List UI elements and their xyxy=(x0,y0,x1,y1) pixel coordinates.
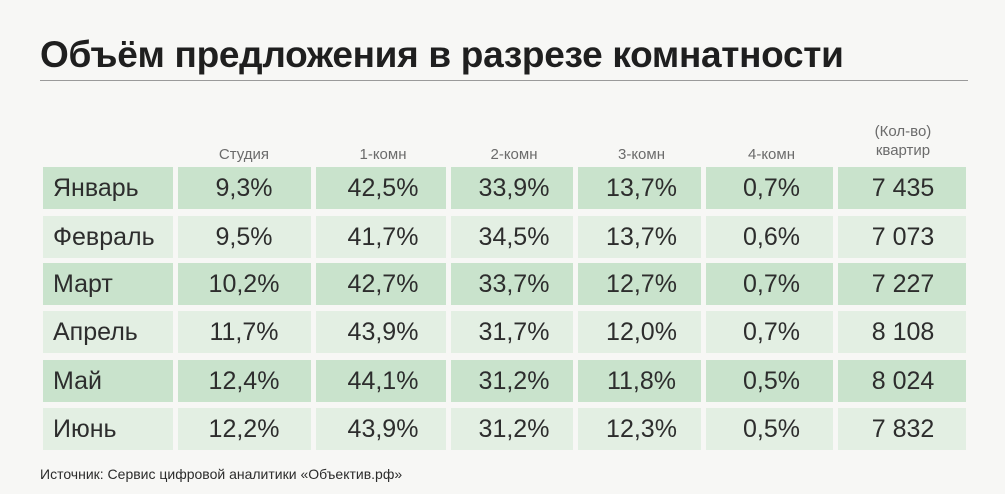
column-header: Студия xyxy=(218,146,270,163)
table-cell: 43,9% xyxy=(347,318,419,346)
table-cell: 8 024 xyxy=(871,367,935,395)
cell-separator xyxy=(311,408,316,450)
table-cell: 7 435 xyxy=(871,174,935,202)
page-title: Объём предложения в разрезе комнатности xyxy=(40,34,844,75)
table-cell: 7 832 xyxy=(871,415,935,443)
cell-separator xyxy=(446,167,451,209)
row-month-label: Февраль xyxy=(53,223,155,251)
cell-separator xyxy=(833,311,838,353)
table-cell: 9,5% xyxy=(215,223,273,251)
cell-separator xyxy=(573,360,578,402)
table-cell: 0,7% xyxy=(743,174,800,202)
cell-separator xyxy=(573,263,578,305)
table-cell: 44,1% xyxy=(347,367,419,395)
table-cell: 31,2% xyxy=(478,415,550,443)
table-cell: 13,7% xyxy=(606,174,677,202)
cell-separator xyxy=(173,311,178,353)
source-note: Источник: Сервис цифровой аналитики «Объ… xyxy=(40,466,403,482)
cell-separator xyxy=(833,408,838,450)
cell-separator xyxy=(311,360,316,402)
row-month-label: Январь xyxy=(53,174,139,202)
table-cell: 31,2% xyxy=(478,367,550,395)
table-cell: 43,9% xyxy=(347,415,419,443)
table-cell: 11,7% xyxy=(209,318,279,346)
column-header-count-line2: квартир xyxy=(875,142,931,159)
table-cell: 34,5% xyxy=(478,223,550,251)
cell-separator xyxy=(446,263,451,305)
table-cell: 0,6% xyxy=(743,223,800,251)
table-cell: 33,7% xyxy=(478,270,550,298)
cell-separator xyxy=(833,263,838,305)
row-month-label: Апрель xyxy=(53,318,138,346)
row-month-label: Июнь xyxy=(53,415,117,443)
table-cell: 0,7% xyxy=(743,270,800,298)
cell-separator xyxy=(573,311,578,353)
cell-separator xyxy=(833,167,838,209)
column-header: 1-комн xyxy=(359,146,407,163)
cell-separator xyxy=(311,263,316,305)
table-cell: 12,3% xyxy=(606,415,677,443)
cell-separator xyxy=(701,216,706,258)
cell-separator xyxy=(311,167,316,209)
table-cell: 42,7% xyxy=(347,270,419,298)
cell-separator xyxy=(701,408,706,450)
cell-separator xyxy=(833,360,838,402)
table-cell: 11,8% xyxy=(606,367,677,395)
cell-separator xyxy=(173,360,178,402)
cell-separator xyxy=(701,311,706,353)
table-row: Январь 9,3% 42,5% 33,9% 13,7% 0,7% 7 435 xyxy=(43,167,966,209)
column-header: 2-комн xyxy=(490,146,538,163)
row-month-label: Март xyxy=(53,270,113,298)
cell-separator xyxy=(173,263,178,305)
table-row: Февраль 9,5% 41,7% 34,5% 13,7% 0,6% 7 073 xyxy=(43,216,966,258)
cell-separator xyxy=(173,216,178,258)
cell-separator xyxy=(446,216,451,258)
table-cell: 12,4% xyxy=(208,367,280,395)
cell-separator xyxy=(701,167,706,209)
table-cell: 8 108 xyxy=(871,318,935,346)
table-cell: 13,7% xyxy=(606,223,677,251)
table-cell: 0,5% xyxy=(743,367,800,395)
table-cell: 42,5% xyxy=(347,174,419,202)
row-month-label: Май xyxy=(53,367,102,395)
table-cell: 12,7% xyxy=(606,270,677,298)
cell-separator xyxy=(446,360,451,402)
table-cell: 41,7% xyxy=(347,223,419,251)
cell-separator xyxy=(701,263,706,305)
table-cell: 31,7% xyxy=(478,318,550,346)
table-cell: 7 073 xyxy=(871,223,935,251)
column-header: 4-комн xyxy=(747,146,795,163)
cell-separator xyxy=(833,216,838,258)
cell-separator xyxy=(311,216,316,258)
cell-separator xyxy=(446,311,451,353)
table-cell: 10,2% xyxy=(208,270,280,298)
table-row: Апрель 11,7% 43,9% 31,7% 12,0% 0,7% 8 108 xyxy=(43,311,966,353)
table-cell: 12,0% xyxy=(606,318,677,346)
cell-separator xyxy=(446,408,451,450)
cell-separator xyxy=(573,408,578,450)
cell-separator xyxy=(573,216,578,258)
cell-separator xyxy=(311,311,316,353)
table-row: Июнь 12,2% 43,9% 31,2% 12,3% 0,5% 7 832 xyxy=(43,408,966,450)
cell-separator xyxy=(173,167,178,209)
title-divider xyxy=(40,80,968,81)
table-row: Март 10,2% 42,7% 33,7% 12,7% 0,7% 7 227 xyxy=(43,263,966,305)
table-cell: 0,5% xyxy=(743,415,800,443)
cell-separator xyxy=(573,167,578,209)
table-cell: 12,2% xyxy=(208,415,280,443)
table-cell: 33,9% xyxy=(478,174,550,202)
cell-separator xyxy=(701,360,706,402)
column-header: 3-комн xyxy=(617,146,665,163)
column-header-count-line1: (Кол-во) xyxy=(874,123,932,140)
table-cell: 0,7% xyxy=(743,318,800,346)
table-row: Май 12,4% 44,1% 31,2% 11,8% 0,5% 8 024 xyxy=(43,360,966,402)
table-cell: 7 227 xyxy=(871,270,935,298)
table-cell: 9,3% xyxy=(215,174,273,202)
cell-separator xyxy=(173,408,178,450)
